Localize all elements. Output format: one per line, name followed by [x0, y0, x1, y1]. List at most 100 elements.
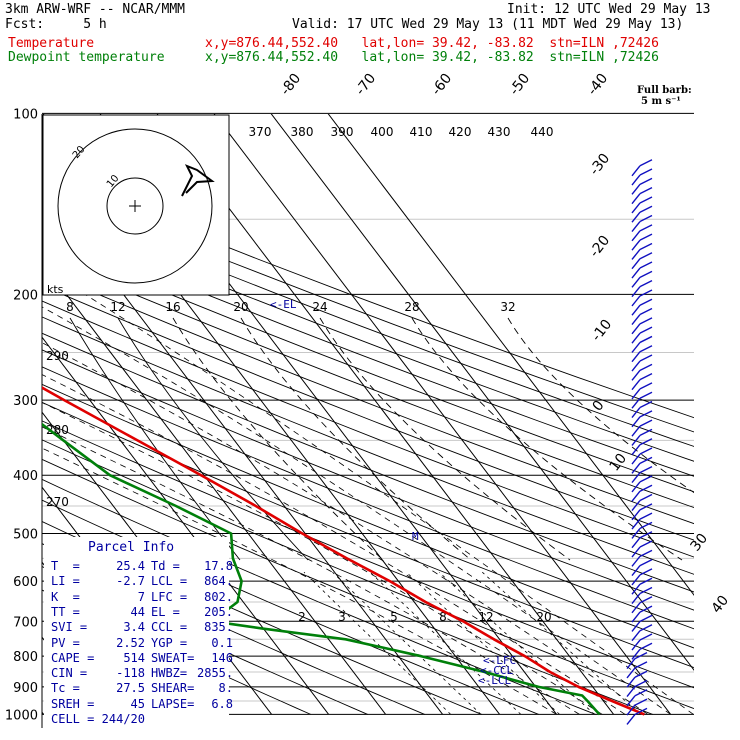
- mixing-ratio-line: [303, 571, 451, 715]
- wind-barb: [631, 602, 641, 614]
- parcel-param-value: 17.8: [204, 559, 233, 573]
- parcel-param-value: 244/20: [101, 712, 145, 726]
- hodograph-speed-tick: 8: [66, 300, 74, 314]
- wind-barb-flag: [639, 512, 653, 520]
- wind-barb-flag: [639, 568, 653, 576]
- parcel-param-name: LFC =: [151, 589, 188, 604]
- wind-barb-flag: [639, 196, 653, 204]
- wind-barb: [631, 221, 641, 232]
- isotherm-label: -20: [587, 233, 614, 261]
- wind-barb-flag: [639, 633, 653, 641]
- parcel-param-value: 27.5: [116, 681, 145, 696]
- wind-barb-flag: [639, 289, 653, 297]
- hodograph-speed-tick: 20: [233, 300, 248, 314]
- parcel-param-name: HWBZ=: [151, 666, 188, 681]
- theta-label: 400: [371, 125, 394, 139]
- lfc-marker: <-LFC: [483, 654, 517, 667]
- wind-barb: [631, 388, 641, 400]
- wind-barb: [631, 555, 641, 567]
- wind-barb: [631, 276, 641, 288]
- parcel-param-name: YGP =: [151, 635, 188, 650]
- parcel-param-name: SREH =: [51, 696, 95, 711]
- wind-barb: [631, 267, 641, 279]
- wind-barb: [631, 462, 641, 474]
- wind-barb: [631, 360, 641, 372]
- isotherm-label: -40: [585, 71, 612, 99]
- isotherm-line: [270, 114, 694, 671]
- isotherm-label: -70: [353, 71, 380, 99]
- speed-isopleth: [319, 317, 571, 561]
- dry-adiabat-line: [42, 212, 694, 462]
- isotherm-line: [42, 336, 330, 715]
- wind-barb-flag: [639, 298, 653, 306]
- parcel-param-value: 25.4: [116, 559, 145, 573]
- lcl-marker: <-LCL: [478, 674, 512, 687]
- wind-barb-flag: [639, 484, 653, 492]
- wind-barb: [631, 379, 641, 391]
- parcel-info-row: T = 25.4 Td = 17.8: [51, 559, 233, 573]
- wind-barb: [626, 704, 636, 716]
- pressure-tick-label: 200: [13, 288, 38, 303]
- speed-isopleth: [507, 317, 694, 494]
- hodograph-ring: [57, 128, 213, 284]
- wind-barb: [631, 407, 641, 418]
- hodograph-ring: [106, 177, 164, 235]
- wind-barb-flag: [639, 493, 653, 502]
- wind-barb-flag: [639, 596, 653, 604]
- theta-label: 440: [531, 125, 554, 139]
- wind-barb: [631, 230, 641, 242]
- wind-barb: [631, 500, 641, 511]
- parcel-info-panel: Parcel Info T = 25.4 Td = 17.8 LI = -2.7 LCL =…: [44, 537, 233, 727]
- dewpoint-location-info: x,y=876.44,552.40 lat,lon= 39.42, -83.82…: [205, 50, 659, 65]
- wind-barb: [631, 518, 641, 530]
- parcel-info-row: PV = 2.52 YGP = 0.1: [51, 636, 233, 650]
- forecast-hour: Fcst: 5 h: [5, 17, 107, 32]
- parcel-param-name: SHEAR=: [151, 681, 195, 696]
- dry-adiabat-line: [42, 439, 694, 710]
- parcel-param-value: 146: [211, 650, 233, 665]
- mixing-ratio-label: 20: [536, 610, 551, 624]
- wind-barb-flag: [639, 549, 653, 557]
- dry-adiabat-line: [42, 458, 653, 715]
- wind-barb-flag: [634, 651, 648, 660]
- parcel-info-row: CIN = -118 HWBZ= 2855.: [51, 666, 233, 680]
- parcel-param-value: 8.: [218, 681, 233, 696]
- wind-barb: [631, 648, 641, 660]
- wind-barb-flag: [639, 521, 653, 530]
- speed-isopleth: [117, 317, 309, 561]
- wind-barb: [631, 183, 641, 195]
- wind-barb: [631, 546, 641, 558]
- isotherm-label: 10: [607, 451, 631, 475]
- wind-barb-flag: [639, 261, 653, 269]
- isotherm-line: [42, 261, 387, 715]
- parcel-param-name: CELL =: [51, 712, 95, 726]
- isentrope-label: 290: [46, 349, 69, 363]
- m-marker: M: [412, 530, 419, 543]
- wind-barb: [631, 574, 641, 586]
- wind-barb-flag: [639, 465, 653, 474]
- wind-barb: [631, 202, 641, 214]
- wind-barb: [631, 565, 641, 577]
- speed-isopleth: [240, 317, 472, 561]
- pressure-tick-label: 100: [13, 107, 38, 122]
- parcel-info-row: SVI = 3.4 CCL = 835.: [51, 620, 233, 634]
- parcel-info-row: CELL = 244/20: [51, 712, 233, 726]
- wind-barb-flag: [639, 614, 653, 623]
- parcel-param-value: 835.: [204, 620, 233, 635]
- dry-adiabat-line: [42, 383, 694, 649]
- wind-barb: [631, 341, 641, 353]
- wind-barb: [631, 193, 641, 205]
- hodograph-box: [42, 114, 230, 296]
- parcel-param-value: -2.7: [116, 574, 145, 589]
- isotherm-label: -80: [278, 71, 305, 99]
- wind-barb-flag: [639, 317, 653, 325]
- isentrope-label: 270: [46, 495, 69, 509]
- wind-barb-flag: [639, 335, 653, 344]
- pressure-tick-label: 1000: [5, 708, 38, 723]
- wind-barb: [631, 593, 641, 604]
- parcel-param-value: 7: [137, 589, 145, 604]
- wind-barb: [631, 369, 641, 381]
- wind-barb-flag: [634, 670, 648, 678]
- wind-barb-flag: [639, 456, 653, 464]
